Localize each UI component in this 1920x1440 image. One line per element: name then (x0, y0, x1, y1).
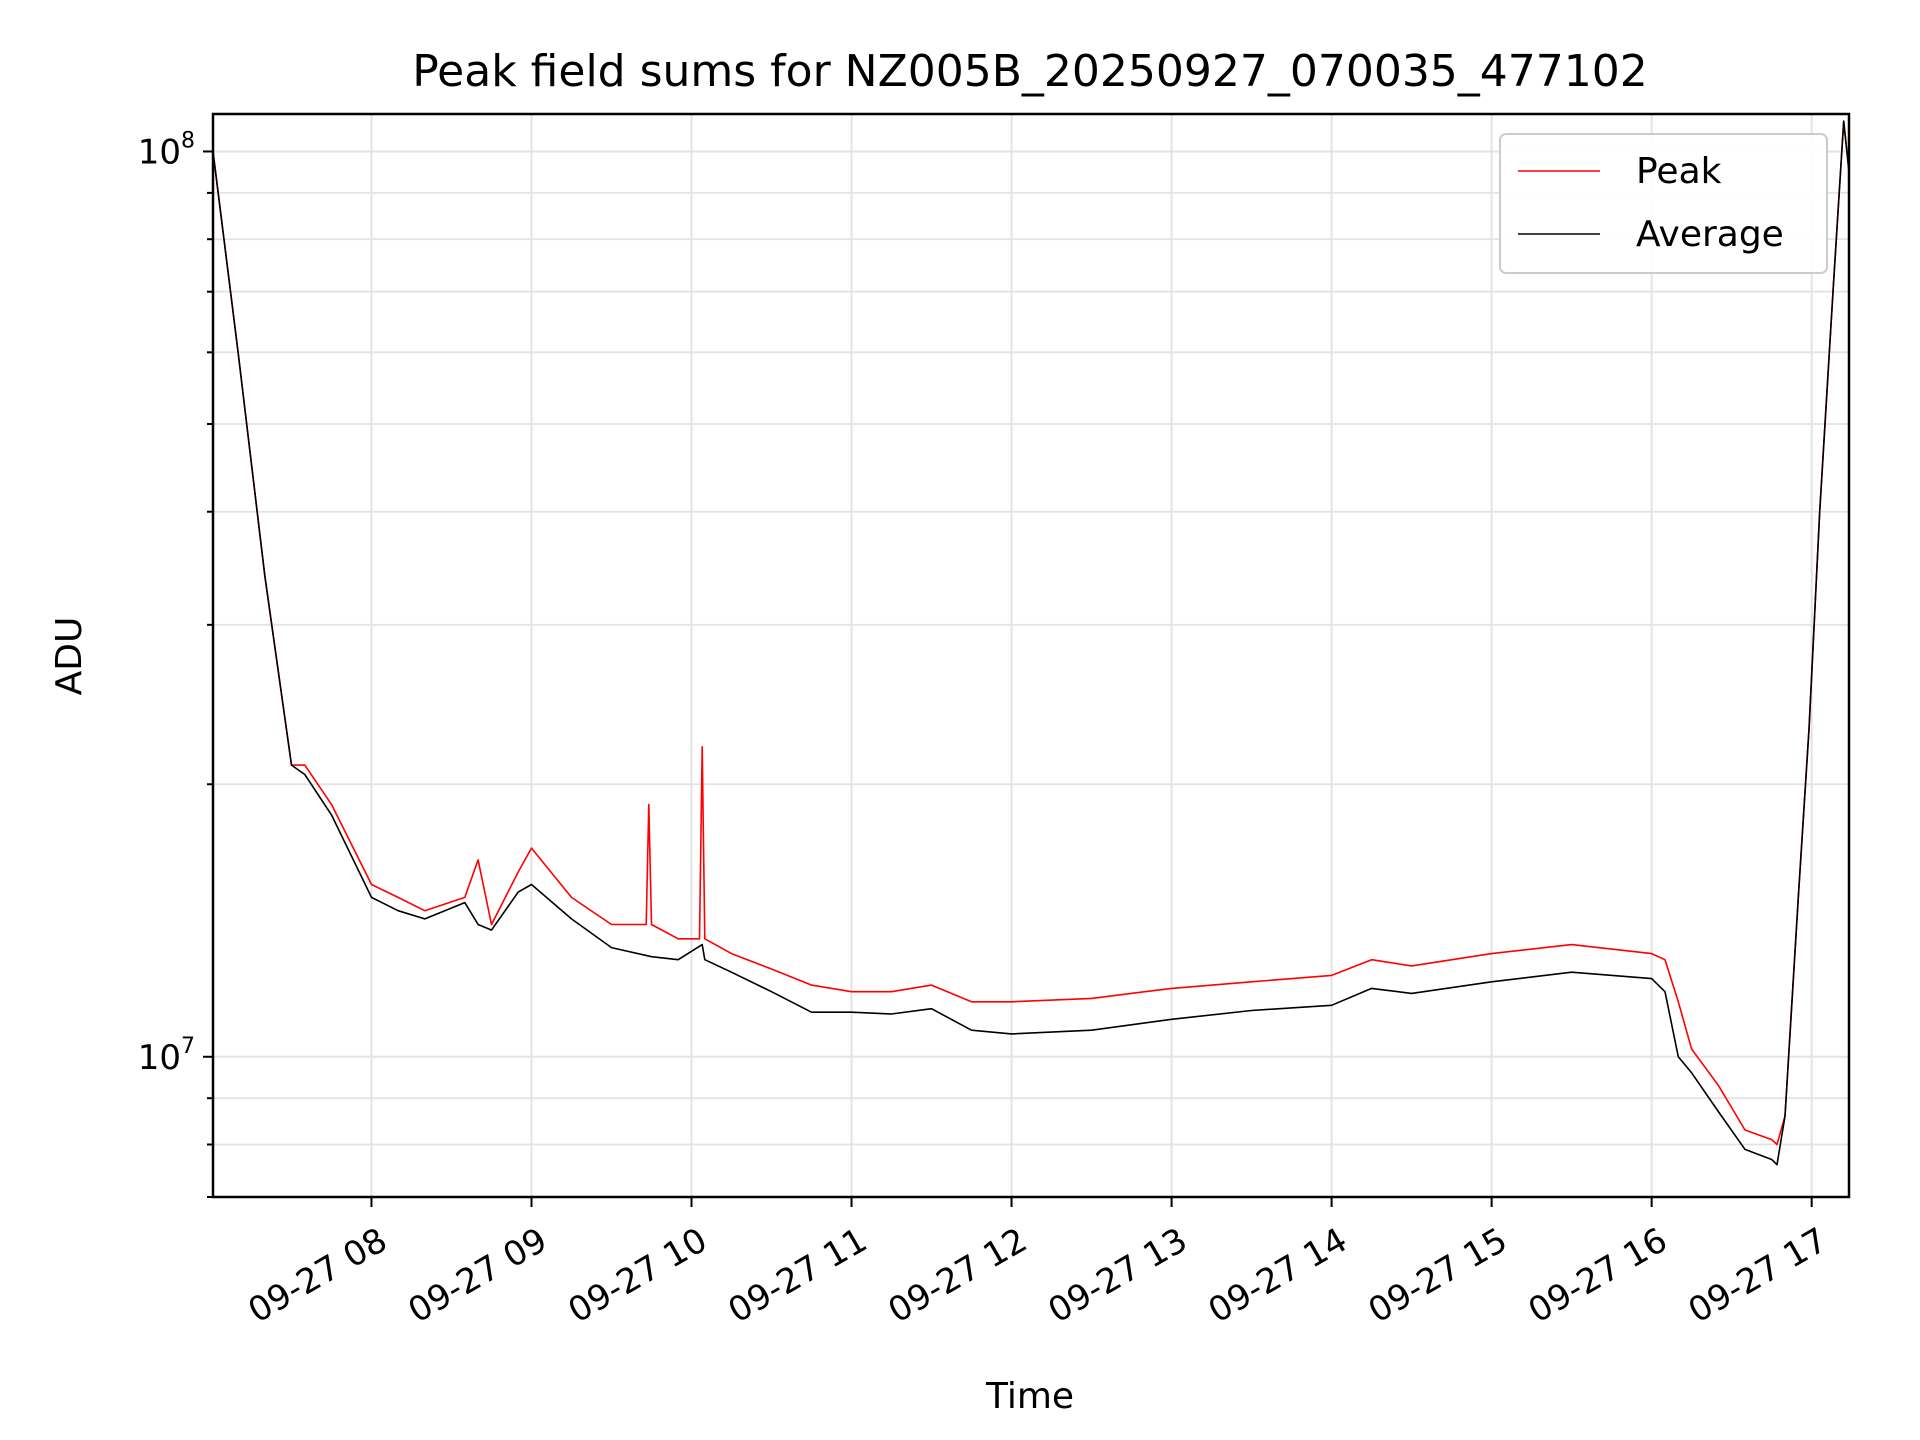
y-axis-label: ADU (49, 617, 90, 696)
series-line-average (212, 120, 1850, 1166)
series-line-peak (212, 120, 1850, 1146)
y-axis: 107 108 (138, 128, 213, 1198)
legend-peak-label: Peak (1636, 151, 1722, 192)
legend-box (1499, 133, 1828, 274)
chart-title: Peak field sums for NZ005B_20250927_0700… (412, 46, 1648, 97)
series-layer (212, 120, 1850, 1166)
legend-average-label: Average (1636, 214, 1784, 255)
y-tick-label: 108 (138, 128, 195, 172)
plot-frame (211, 112, 1851, 1199)
legend: Peak Average (1499, 133, 1828, 274)
x-axis-label: Time (985, 1376, 1074, 1417)
y-tick-label: 107 (138, 1034, 195, 1078)
